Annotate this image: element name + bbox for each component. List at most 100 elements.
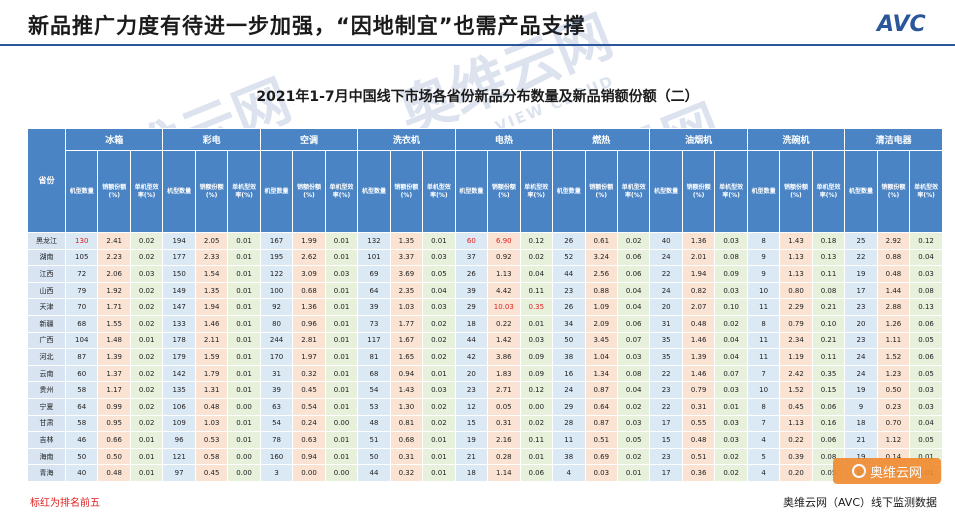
table-cell: 1.13 bbox=[779, 414, 813, 433]
table-cell: 1.13 bbox=[779, 248, 813, 267]
table-cell: 1.94 bbox=[681, 265, 716, 283]
table-cell: 0.01 bbox=[227, 232, 261, 250]
table-cell: 0.01 bbox=[227, 314, 261, 333]
table-cell: 0.01 bbox=[227, 348, 261, 366]
table-cell: 0.53 bbox=[194, 431, 229, 449]
table-cell: 0.03 bbox=[129, 265, 164, 283]
subheader-cell: 机型数量 bbox=[162, 150, 196, 233]
table-cell: 0.01 bbox=[422, 431, 456, 449]
category-header: 油烟机 bbox=[649, 128, 748, 151]
table-cell: 51 bbox=[357, 431, 391, 449]
table-cell: 1.36 bbox=[681, 232, 716, 250]
subheader-cell: 机型数量 bbox=[552, 150, 586, 233]
table-cell: 0.70 bbox=[876, 414, 911, 433]
subheader-cell: 机型数量 bbox=[454, 150, 489, 233]
table-cell: 0.51 bbox=[681, 447, 716, 466]
page-title: 新品推广力度有待进一步加强，“因地制宜”也需产品支撑 bbox=[28, 14, 586, 38]
table-cell: 0.06 bbox=[811, 431, 846, 449]
table-cell: 0.01 bbox=[227, 431, 261, 449]
table-cell: 0.02 bbox=[714, 447, 748, 466]
table-cell: 0.45 bbox=[292, 381, 326, 399]
table-cell: 17 bbox=[844, 281, 878, 300]
table-cell: 2.09 bbox=[584, 314, 618, 333]
table-cell: 0.92 bbox=[487, 248, 521, 267]
table-row: 新疆 68 1.55 0.02 133 1.46 0.01 80 0.96 0.01 73 1.77 0… bbox=[27, 314, 943, 333]
table-cell: 18 bbox=[844, 414, 878, 433]
table-cell: 0.35 bbox=[811, 364, 846, 383]
table-cell: 28 bbox=[552, 414, 586, 433]
avc-logo: AVC bbox=[875, 12, 926, 35]
table-cell: 1.31 bbox=[194, 381, 229, 399]
table-cell: 11 bbox=[746, 331, 781, 350]
table-cell: 37 bbox=[454, 248, 489, 267]
province-cell: 河北 bbox=[27, 348, 66, 366]
table-cell: 0.04 bbox=[616, 281, 651, 300]
subheader-cell: 销额份额(%) bbox=[779, 150, 813, 233]
table-cell: 0.48 bbox=[876, 265, 911, 283]
table-cell: 2.23 bbox=[97, 248, 131, 267]
category-header: 彩电 bbox=[162, 128, 261, 151]
table-cell: 0.13 bbox=[811, 248, 846, 267]
table-row: 山西 79 1.92 0.02 149 1.35 0.01 100 0.68 0.01 64 2.35… bbox=[27, 281, 943, 300]
province-cell: 广西 bbox=[27, 331, 66, 350]
province-cell: 海南 bbox=[27, 447, 66, 466]
brand-circle-icon bbox=[851, 464, 866, 478]
category-header: 清洁电器 bbox=[844, 128, 943, 151]
table-cell: 195 bbox=[259, 248, 294, 267]
table-cell: 0.03 bbox=[909, 381, 943, 399]
table-cell: 38 bbox=[552, 447, 586, 466]
table-cell: 19 bbox=[844, 381, 878, 399]
table-cell: 1.83 bbox=[487, 364, 521, 383]
table-cell: 4 bbox=[746, 431, 781, 449]
table-cell: 179 bbox=[162, 348, 196, 366]
table-cell: 0.03 bbox=[422, 248, 456, 267]
table-cell: 132 bbox=[357, 232, 391, 250]
subheader-cell: 机型数量 bbox=[746, 150, 781, 233]
table-cell: 2.33 bbox=[194, 248, 229, 267]
subheader-cell: 单机型效率(%) bbox=[909, 150, 943, 233]
table-cell: 5 bbox=[746, 447, 781, 466]
table-cell: 177 bbox=[162, 248, 196, 267]
table-cell: 0.04 bbox=[909, 248, 943, 267]
table-cell: 150 bbox=[162, 265, 196, 283]
table-cell: 0.03 bbox=[422, 298, 456, 316]
table-cell: 11 bbox=[552, 431, 586, 449]
table-cell: 39 bbox=[357, 298, 391, 316]
table-cell: 0.64 bbox=[584, 397, 618, 416]
table-cell: 170 bbox=[259, 348, 294, 366]
table-cell: 0.05 bbox=[422, 265, 456, 283]
table-cell: 0.23 bbox=[876, 397, 911, 416]
table-cell: 2.71 bbox=[487, 381, 521, 399]
table-cell: 0.00 bbox=[292, 464, 326, 482]
table-cell: 10 bbox=[746, 381, 781, 399]
table-cell: 0.02 bbox=[129, 364, 164, 383]
table-cell: 0.48 bbox=[681, 431, 716, 449]
table-cell: 149 bbox=[162, 281, 196, 300]
subheader-cell: 销额份额(%) bbox=[584, 150, 618, 233]
table-cell: 23 bbox=[844, 331, 878, 350]
table-cell: 0.21 bbox=[811, 331, 846, 350]
table-cell: 24 bbox=[649, 248, 683, 267]
table-cell: 1.23 bbox=[876, 364, 911, 383]
table-cell: 1.35 bbox=[194, 281, 229, 300]
table-cell: 0.58 bbox=[194, 447, 229, 466]
table-cell: 1.43 bbox=[389, 381, 424, 399]
table-row: 甘肃 58 0.95 0.02 109 1.03 0.01 54 0.24 0.00 48 0.81 0… bbox=[27, 414, 943, 433]
table-cell: 64 bbox=[357, 281, 391, 300]
table-cell: 18 bbox=[454, 464, 489, 482]
table-cell: 0.79 bbox=[779, 314, 813, 333]
table-cell: 72 bbox=[64, 265, 99, 283]
table-cell: 24 bbox=[649, 281, 683, 300]
table-cell: 0.01 bbox=[324, 232, 359, 250]
table-cell: 101 bbox=[357, 248, 391, 267]
table-cell: 8 bbox=[746, 397, 781, 416]
table-cell: 0.39 bbox=[779, 447, 813, 466]
table-cell: 0.02 bbox=[422, 331, 456, 350]
table-cell: 0.03 bbox=[714, 381, 748, 399]
table-cell: 1.11 bbox=[876, 331, 911, 350]
table-row: 河北 87 1.39 0.02 179 1.59 0.01 170 1.97 0.01 81 1.65… bbox=[27, 348, 943, 366]
table-cell: 2.29 bbox=[779, 298, 813, 316]
table-cell: 0.81 bbox=[389, 414, 424, 433]
table-title: 2021年1-7月中国线下市场各省份新品分布数量及新品销额份额（二） bbox=[256, 89, 699, 105]
table-cell: 0.01 bbox=[324, 381, 359, 399]
